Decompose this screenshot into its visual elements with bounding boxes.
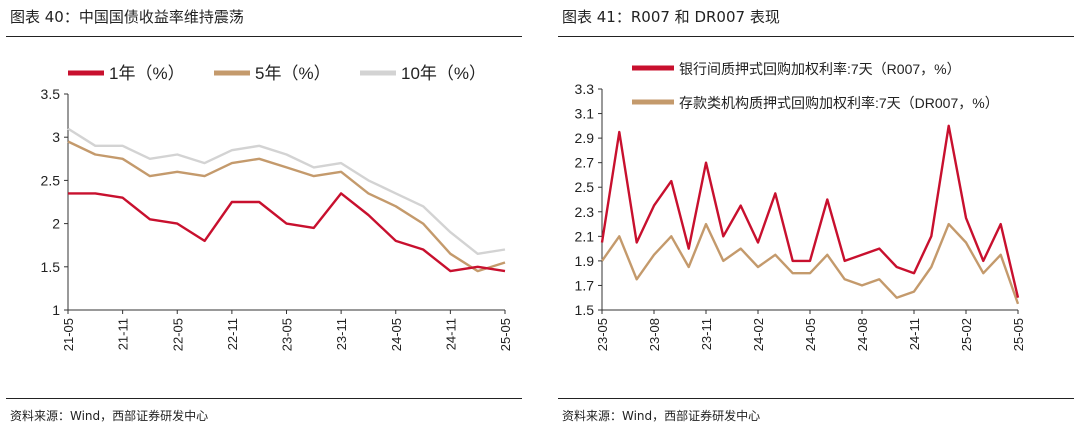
- x-tick-label: 25-05: [1011, 318, 1026, 351]
- y-tick-label: 2.9: [575, 130, 595, 146]
- x-tick-label: 23-11: [334, 318, 349, 350]
- source-divider: [6, 398, 522, 399]
- y-tick-label: 1.7: [575, 277, 595, 293]
- y-tick-label: 1.5: [41, 259, 61, 275]
- chart-panel-treasury-yields: 图表 40：中国国债收益率维持震荡 1 1.5 2 2.5 3 3.5 21-05 21-11…: [0, 0, 528, 430]
- x-tick-label: 21-11: [116, 318, 131, 350]
- y-tick-label: 3: [52, 129, 60, 145]
- repo-rate-chart: 1.5 1.7 1.9 2.1 2.3 2.5 2.7 2.9 3.1 3.3 23-05 23-08…: [575, 61, 1026, 351]
- series-line: [67, 140, 506, 273]
- source-note: 资料来源：Wind，西部证券研发中心: [562, 409, 761, 423]
- x-tick-label: 23-08: [647, 318, 662, 351]
- legend-label: 5年（%）: [255, 64, 331, 83]
- source-note: 资料来源：Wind，西部证券研发中心: [10, 409, 209, 423]
- series-line: [67, 127, 506, 255]
- series-line: [68, 192, 506, 273]
- x-tick-label: 25-05: [498, 318, 513, 351]
- y-tick-label: 2.5: [41, 172, 61, 188]
- x-tick-label: 24-05: [389, 318, 404, 351]
- x-tick-label: 24-02: [751, 318, 766, 351]
- y-tick-label: 3.3: [575, 81, 595, 97]
- x-tick-label: 22-05: [170, 318, 185, 351]
- title-divider: [6, 36, 522, 37]
- x-tick-label: 24-11: [907, 318, 922, 350]
- chart-title: 图表 40：中国国债收益率维持震荡: [10, 8, 244, 26]
- y-tick-label: 2.1: [575, 228, 595, 244]
- chart-panel-repo-rates: 图表 41：R007 和 DR007 表现 1.5 1.7 1.9 2.1 2.3 2.5…: [552, 0, 1080, 430]
- x-tick-label: 25-02: [959, 318, 974, 351]
- legend-label: 存款类机构质押式回购加权利率:7天（DR007，%）: [679, 95, 999, 111]
- y-tick-label: 2: [52, 216, 60, 232]
- legend-label: 1年（%）: [109, 64, 185, 83]
- y-tick-label: 3.5: [41, 86, 61, 102]
- series-line: [600, 124, 1020, 298]
- x-tick-label: 23-05: [595, 318, 610, 351]
- x-tick-label: 21-05: [61, 318, 76, 351]
- y-tick-label: 2.7: [575, 155, 595, 171]
- treasury-yield-chart: 1 1.5 2 2.5 3 3.5 21-05 21-11 22-05 22-11 23-05 23-…: [41, 64, 513, 351]
- x-tick-label: 23-11: [699, 318, 714, 350]
- title-divider: [558, 36, 1074, 37]
- legend-label: 银行间质押式回购加权利率:7天（R007，%）: [679, 61, 961, 77]
- x-tick-label: 24-11: [443, 318, 458, 350]
- x-tick-label: 22-11: [225, 318, 240, 350]
- y-tick-label: 2.5: [575, 179, 595, 195]
- y-tick-label: 1.9: [575, 253, 595, 269]
- series-line: [601, 222, 1020, 305]
- source-divider: [558, 398, 1074, 399]
- legend-label: 10年（%）: [401, 64, 486, 83]
- x-tick-label: 24-05: [803, 318, 818, 351]
- y-tick-label: 1.5: [575, 302, 595, 318]
- y-tick-label: 3.1: [575, 106, 595, 122]
- y-tick-label: 1: [52, 302, 60, 318]
- y-tick-label: 2.3: [575, 204, 595, 220]
- chart-title: 图表 41：R007 和 DR007 表现: [562, 8, 780, 26]
- x-tick-label: 24-08: [855, 318, 870, 351]
- x-tick-label: 23-05: [280, 318, 295, 351]
